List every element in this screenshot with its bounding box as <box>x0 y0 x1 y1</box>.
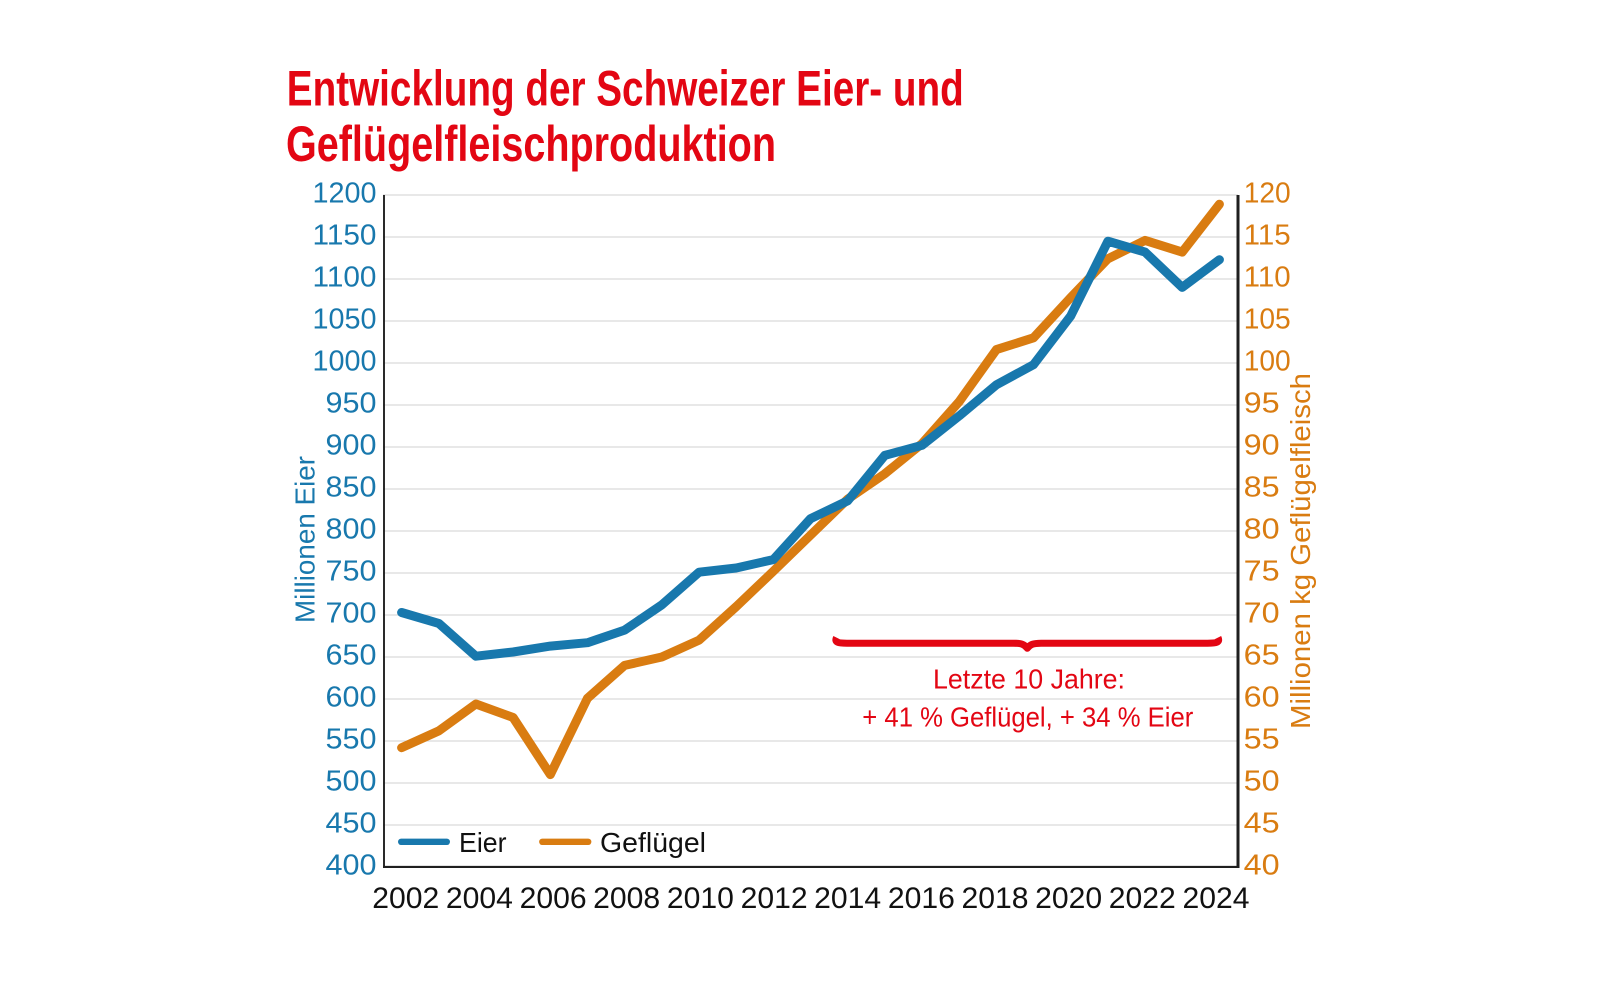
svg-text:Entwicklung der Schweizer Eier: Entwicklung der Schweizer Eier- und <box>287 61 964 117</box>
svg-text:650: 650 <box>326 640 377 672</box>
svg-text:2024: 2024 <box>1183 882 1250 915</box>
svg-text:55: 55 <box>1244 724 1280 756</box>
svg-text:115: 115 <box>1244 220 1291 252</box>
svg-text:2004: 2004 <box>446 882 513 915</box>
svg-text:2014: 2014 <box>814 882 881 915</box>
svg-text:2022: 2022 <box>1109 882 1176 915</box>
svg-text:100: 100 <box>1244 346 1291 378</box>
svg-text:550: 550 <box>326 724 377 756</box>
svg-text:2016: 2016 <box>888 882 955 915</box>
svg-text:1000: 1000 <box>313 346 377 378</box>
svg-text:800: 800 <box>326 514 377 546</box>
svg-text:2018: 2018 <box>962 882 1029 915</box>
svg-text:50: 50 <box>1244 766 1280 798</box>
svg-text:70: 70 <box>1244 598 1280 630</box>
svg-text:400: 400 <box>326 850 377 882</box>
svg-text:1200: 1200 <box>313 178 377 210</box>
svg-text:90: 90 <box>1244 430 1280 462</box>
svg-text:Millionen Eier: Millionen Eier <box>290 456 321 623</box>
svg-text:850: 850 <box>326 472 377 504</box>
svg-text:Geflügelfleischproduktion: Geflügelfleischproduktion <box>286 116 776 172</box>
svg-text:110: 110 <box>1244 262 1291 294</box>
svg-text:45: 45 <box>1244 808 1280 840</box>
svg-text:2010: 2010 <box>667 882 734 915</box>
svg-text:75: 75 <box>1244 556 1280 588</box>
svg-text:2006: 2006 <box>520 882 587 915</box>
svg-text:60: 60 <box>1244 682 1280 714</box>
svg-text:700: 700 <box>326 598 377 630</box>
svg-text:2020: 2020 <box>1035 882 1102 915</box>
svg-text:105: 105 <box>1244 304 1291 336</box>
svg-text:950: 950 <box>326 388 377 420</box>
svg-text:450: 450 <box>326 808 377 840</box>
svg-text:1050: 1050 <box>313 304 377 336</box>
svg-text:1150: 1150 <box>313 220 377 252</box>
svg-text:85: 85 <box>1244 472 1280 504</box>
svg-text:Millionen kg Geflügelfleisch: Millionen kg Geflügelfleisch <box>1285 373 1316 729</box>
svg-text:600: 600 <box>326 682 377 714</box>
svg-text:2012: 2012 <box>741 882 808 915</box>
svg-text:95: 95 <box>1244 388 1280 420</box>
svg-text:1100: 1100 <box>313 262 377 294</box>
svg-text:Geflügel: Geflügel <box>600 827 706 858</box>
svg-text:Eier: Eier <box>459 827 507 858</box>
svg-text:80: 80 <box>1244 514 1280 546</box>
svg-text:900: 900 <box>326 430 377 462</box>
svg-text:2008: 2008 <box>593 882 660 915</box>
svg-text:750: 750 <box>326 556 377 588</box>
svg-text:40: 40 <box>1244 850 1280 882</box>
svg-text:65: 65 <box>1244 640 1280 672</box>
svg-text:+ 41 % Geflügel, + 34 % Eier: + 41 % Geflügel, + 34 % Eier <box>862 701 1193 732</box>
svg-text:120: 120 <box>1244 178 1291 210</box>
svg-text:Letzte 10 Jahre:: Letzte 10 Jahre: <box>933 663 1125 694</box>
svg-text:500: 500 <box>326 766 377 798</box>
svg-text:2002: 2002 <box>372 882 439 915</box>
